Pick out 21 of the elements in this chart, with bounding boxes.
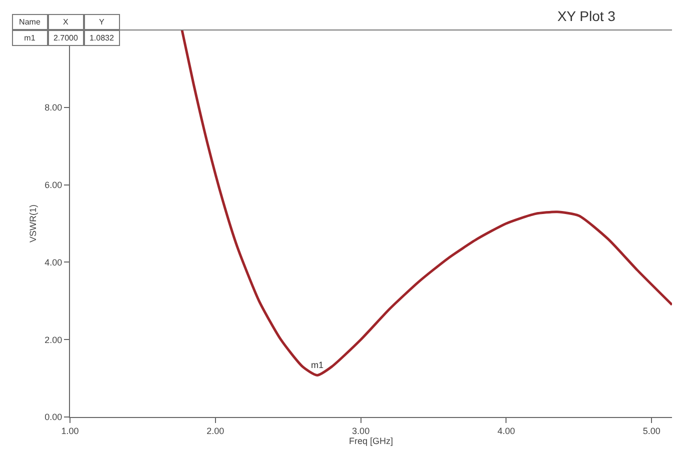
y-axis-title: VSWR(1): [28, 204, 38, 242]
annotation: m1: [311, 360, 324, 370]
x-tick-label: 5.00: [642, 426, 660, 436]
y-tick-label: 4.00: [44, 257, 62, 268]
text: Y: [99, 18, 105, 26]
annotation: 2.7000: [53, 34, 79, 42]
chart-title: XY Plot 3: [557, 8, 616, 24]
x-tick-label: 2.00: [206, 426, 224, 436]
x-tick-label: 1.00: [61, 426, 79, 436]
text: X: [63, 18, 69, 26]
y-tick-label: 0.00: [44, 412, 62, 422]
y-tick-label: 2.00: [44, 334, 62, 345]
text: Name: [19, 18, 41, 26]
x-tick-label: 3.00: [352, 426, 370, 436]
text: m1: [24, 34, 36, 42]
line-series: [180, 30, 672, 376]
x-tick-label: 4.00: [497, 426, 515, 436]
y-tick-label: 8.00: [44, 102, 62, 113]
annotation: 1.0832: [89, 34, 115, 42]
x-axis-title: Freq [GHz]: [348, 436, 394, 446]
y-tick-label: 6.00: [44, 180, 62, 190]
